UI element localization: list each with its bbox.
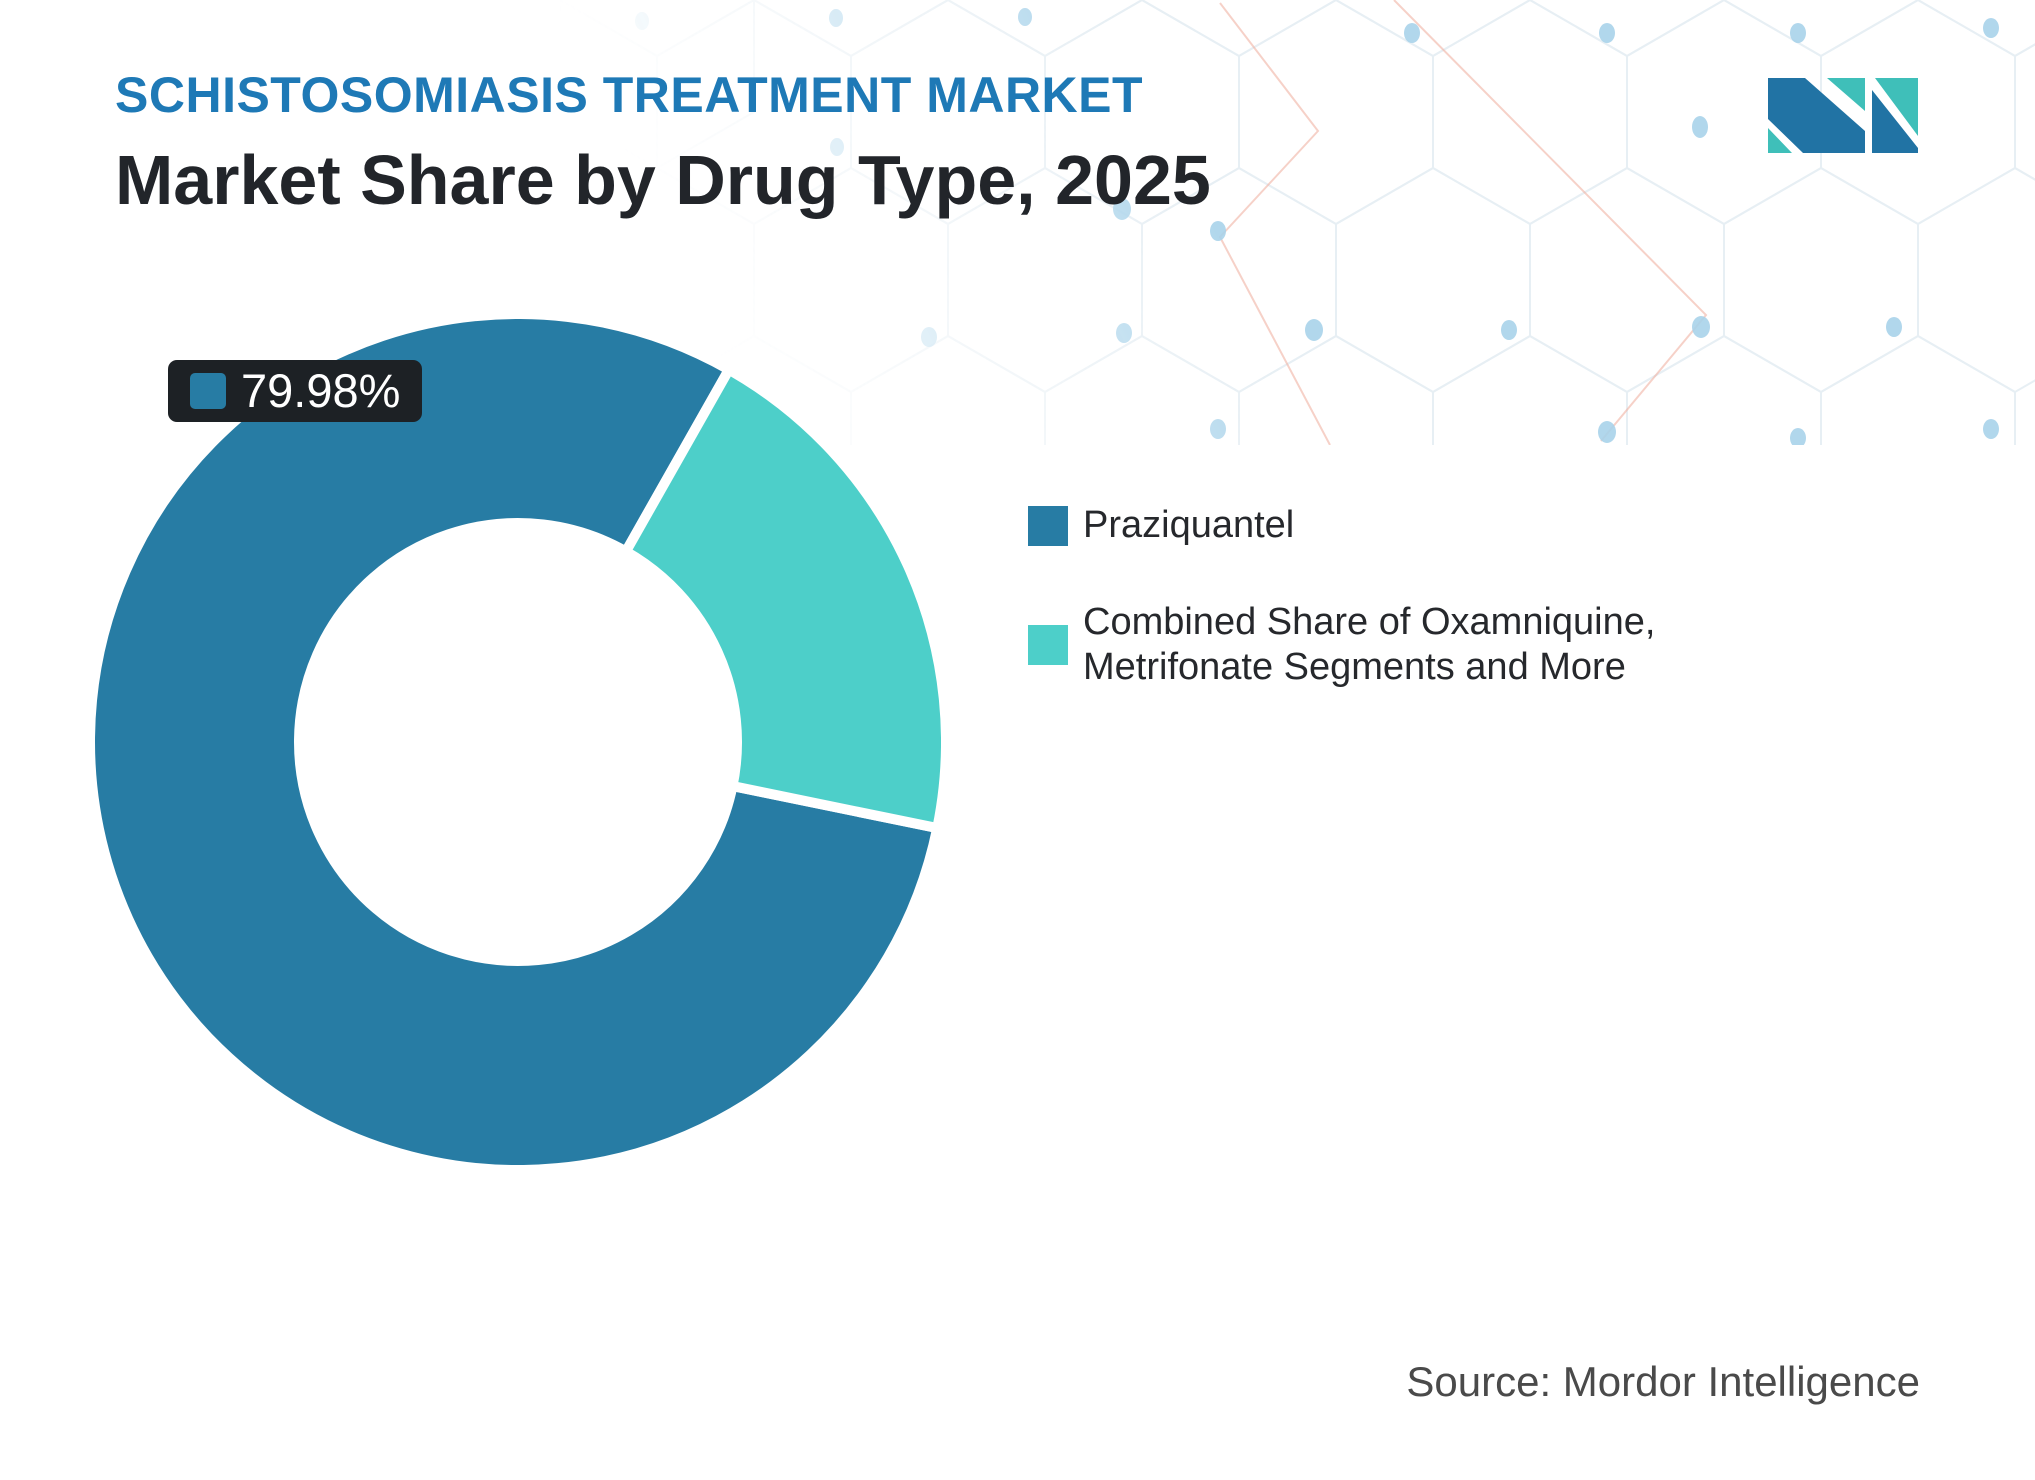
source-attribution: Source: Mordor Intelligence	[1406, 1358, 1920, 1405]
legend-item-combined-others[interactable]: Combined Share of Oxamniquine, Metrifona…	[1028, 600, 1748, 690]
logo-left-blue-shape	[1768, 78, 1865, 153]
data-label-badge: 79.98%	[168, 360, 423, 422]
header: SCHISTOSOMIASIS TREATMENT MARKET Market …	[115, 64, 1211, 222]
accent-lines	[1218, 0, 1708, 445]
badge-value: 79.98%	[241, 364, 401, 417]
legend-item-praziquantel[interactable]: Praziquantel	[1028, 503, 1748, 548]
page-title: Market Share by Drug Type, 2025	[115, 141, 1211, 219]
legend-label: Praziquantel	[1083, 504, 1295, 546]
logo-right-blue-shape	[1872, 90, 1918, 153]
logo-left-teal-top	[1827, 78, 1865, 111]
report-name: SCHISTOSOMIASIS TREATMENT MARKET	[115, 67, 1144, 123]
legend-swatch-praziquantel	[1028, 505, 1068, 546]
mordor-intelligence-logo	[1768, 78, 1918, 153]
legend: Praziquantel Combined Share of Oxamniqui…	[1028, 503, 1748, 690]
legend-label: Combined Share of Oxamniquine, Metrifona…	[1083, 601, 1656, 688]
logo-right-teal-shape	[1875, 78, 1918, 136]
logo-left-teal-bottom	[1768, 128, 1792, 153]
badge-swatch	[190, 373, 226, 409]
legend-swatch-combined-others	[1028, 625, 1068, 665]
donut-chart	[85, 309, 951, 1175]
